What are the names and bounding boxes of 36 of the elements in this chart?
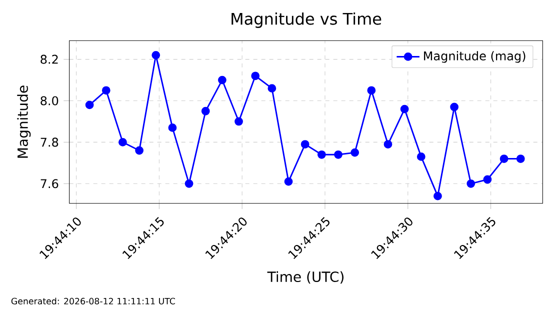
point [168,124,177,132]
point [284,177,293,186]
point [251,72,260,80]
point [450,102,459,112]
x-axis-title: Time (UTC) [267,271,344,284]
point [400,104,409,114]
y-axis-title: Magnitude [17,86,31,158]
point [268,84,276,93]
point [135,146,144,155]
y-tick-label: 7.6 [40,179,58,188]
point [218,76,226,84]
point [118,138,127,146]
point [483,175,492,184]
point [300,140,310,148]
point [500,154,508,163]
point [350,148,360,157]
chart-title: Magnitude vs Time [232,12,382,28]
point [184,179,194,188]
y-tick-label: 8.0 [40,96,58,106]
point [102,86,110,95]
legend-label: Magnitude (mag) [424,51,526,63]
point [416,152,426,161]
point [234,117,243,126]
point [367,86,376,95]
point [201,106,210,116]
point [317,150,326,159]
point [152,50,160,60]
text: Generated: 2026-08-12 11:11:11 UTC [11,298,175,304]
point [85,100,94,110]
point [384,140,392,148]
point [466,179,476,188]
point [334,150,342,159]
y-tick-label: 8.2 [40,54,58,64]
point [516,154,525,163]
point [434,192,442,200]
y-tick-label: 7.8 [40,138,58,147]
